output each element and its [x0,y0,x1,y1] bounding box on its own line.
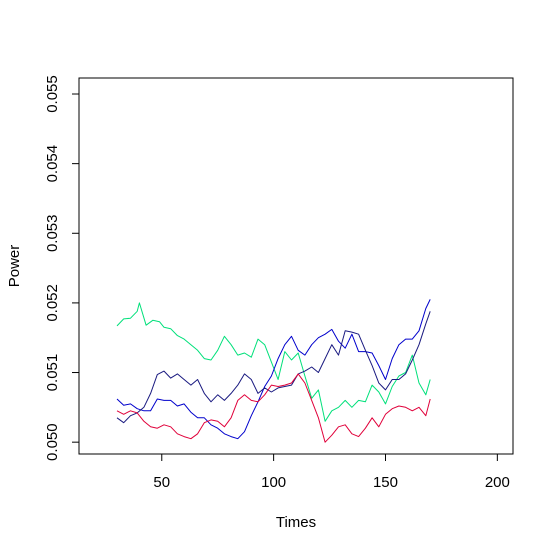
x-tick-label: 50 [153,474,170,491]
y-tick-label: 0.050 [44,423,61,461]
series-line-4 [116,373,431,443]
x-tick-label: 200 [485,474,510,491]
y-tick-label: 0.051 [44,354,61,392]
x-tick-label: 150 [373,474,398,491]
series-line-2 [116,299,431,440]
y-axis-title: Power [6,245,23,288]
y-tick-label: 0.053 [44,215,61,253]
x-axis: 50 100 150 200 [153,453,510,491]
y-axis: 0.050 0.051 0.052 0.053 0.054 0.055 [44,75,80,461]
plot-frame [78,77,514,455]
y-tick-label: 0.055 [44,75,61,113]
series-layer [116,299,431,443]
x-tick-label: 100 [261,474,286,491]
x-axis-title: Times [276,514,316,531]
y-tick-label: 0.052 [44,284,61,322]
y-tick-label: 0.054 [44,145,61,183]
series-line-3 [116,311,431,424]
series-line-1 [116,302,431,422]
